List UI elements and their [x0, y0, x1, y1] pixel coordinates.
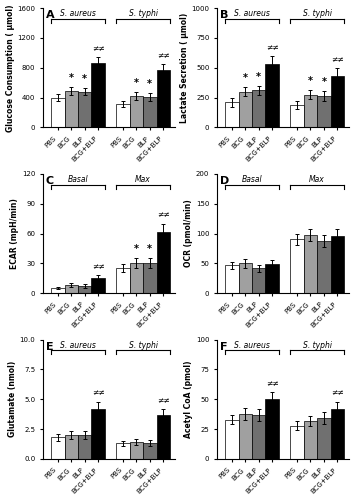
- Bar: [78, 92, 92, 128]
- Bar: [266, 400, 279, 459]
- Text: *: *: [308, 76, 313, 86]
- Bar: [157, 232, 170, 293]
- Bar: [225, 420, 239, 459]
- Text: S. aureus: S. aureus: [234, 9, 270, 18]
- Bar: [130, 96, 143, 128]
- Bar: [143, 97, 157, 128]
- Text: *: *: [256, 72, 261, 82]
- Bar: [92, 64, 105, 128]
- Bar: [143, 264, 157, 293]
- Bar: [225, 265, 239, 293]
- Bar: [239, 264, 252, 293]
- Text: S. aureus: S. aureus: [60, 9, 96, 18]
- Text: Max: Max: [135, 175, 151, 184]
- Bar: [290, 105, 304, 128]
- Text: *: *: [321, 77, 326, 87]
- Y-axis label: Lactate Secretion ( μmol): Lactate Secretion ( μmol): [180, 12, 189, 123]
- Bar: [130, 442, 143, 459]
- Text: A: A: [46, 10, 54, 20]
- Text: ≠≠: ≠≠: [157, 51, 170, 60]
- Bar: [252, 415, 266, 459]
- Bar: [51, 288, 65, 293]
- Bar: [304, 234, 317, 293]
- Bar: [304, 420, 317, 459]
- Text: ≠≠: ≠≠: [266, 379, 279, 388]
- Text: S. typhi: S. typhi: [302, 9, 332, 18]
- Bar: [266, 64, 279, 128]
- Bar: [92, 409, 105, 459]
- Bar: [304, 94, 317, 128]
- Text: ≠≠: ≠≠: [92, 44, 105, 53]
- Text: E: E: [46, 342, 53, 352]
- Text: *: *: [134, 78, 139, 88]
- Text: ≠≠: ≠≠: [266, 43, 279, 52]
- Y-axis label: Glucose Consumption ( μmol): Glucose Consumption ( μmol): [6, 4, 15, 132]
- Text: S. aureus: S. aureus: [60, 340, 96, 349]
- Text: *: *: [243, 72, 248, 83]
- Text: B: B: [220, 10, 228, 20]
- Text: ≠≠: ≠≠: [157, 210, 170, 220]
- Bar: [130, 264, 143, 293]
- Bar: [290, 426, 304, 459]
- Bar: [331, 409, 344, 459]
- Bar: [65, 286, 78, 293]
- Text: ≠≠: ≠≠: [92, 388, 105, 398]
- Text: *: *: [147, 79, 152, 89]
- Text: S. aureus: S. aureus: [234, 340, 270, 349]
- Y-axis label: Glutamate (nmol): Glutamate (nmol): [8, 361, 17, 438]
- Bar: [317, 96, 331, 128]
- Text: S. typhi: S. typhi: [129, 340, 158, 349]
- Text: D: D: [220, 176, 229, 186]
- Bar: [51, 98, 65, 128]
- Bar: [78, 435, 92, 459]
- Bar: [266, 264, 279, 293]
- Text: S. typhi: S. typhi: [302, 340, 332, 349]
- Bar: [157, 415, 170, 459]
- Bar: [290, 240, 304, 293]
- Text: Basal: Basal: [242, 175, 262, 184]
- Bar: [252, 268, 266, 293]
- Text: ≠≠: ≠≠: [92, 262, 105, 271]
- Text: C: C: [46, 176, 54, 186]
- Bar: [331, 236, 344, 293]
- Bar: [65, 91, 78, 128]
- Bar: [239, 414, 252, 459]
- Text: Max: Max: [309, 175, 325, 184]
- Bar: [116, 444, 130, 459]
- Text: F: F: [220, 342, 227, 352]
- Bar: [317, 418, 331, 459]
- Text: *: *: [134, 244, 139, 254]
- Text: ≠≠: ≠≠: [331, 388, 344, 398]
- Text: *: *: [82, 74, 87, 84]
- Text: *: *: [69, 73, 74, 83]
- Text: ≠≠: ≠≠: [157, 396, 170, 404]
- Bar: [78, 286, 92, 293]
- Bar: [252, 90, 266, 128]
- Text: S. typhi: S. typhi: [129, 9, 158, 18]
- Bar: [65, 435, 78, 459]
- Text: Basal: Basal: [68, 175, 88, 184]
- Bar: [239, 92, 252, 128]
- Bar: [225, 102, 239, 128]
- Bar: [157, 70, 170, 128]
- Bar: [317, 240, 331, 293]
- Text: *: *: [147, 244, 152, 254]
- Bar: [116, 268, 130, 293]
- Bar: [116, 104, 130, 128]
- Bar: [143, 443, 157, 459]
- Y-axis label: Acetyl CoA (pmol): Acetyl CoA (pmol): [184, 360, 193, 438]
- Y-axis label: OCR (pmol/min): OCR (pmol/min): [184, 200, 193, 268]
- Text: ≠≠: ≠≠: [331, 55, 344, 64]
- Y-axis label: ECAR (mpH/min): ECAR (mpH/min): [10, 198, 19, 269]
- Bar: [92, 278, 105, 293]
- Bar: [51, 438, 65, 459]
- Bar: [331, 76, 344, 128]
